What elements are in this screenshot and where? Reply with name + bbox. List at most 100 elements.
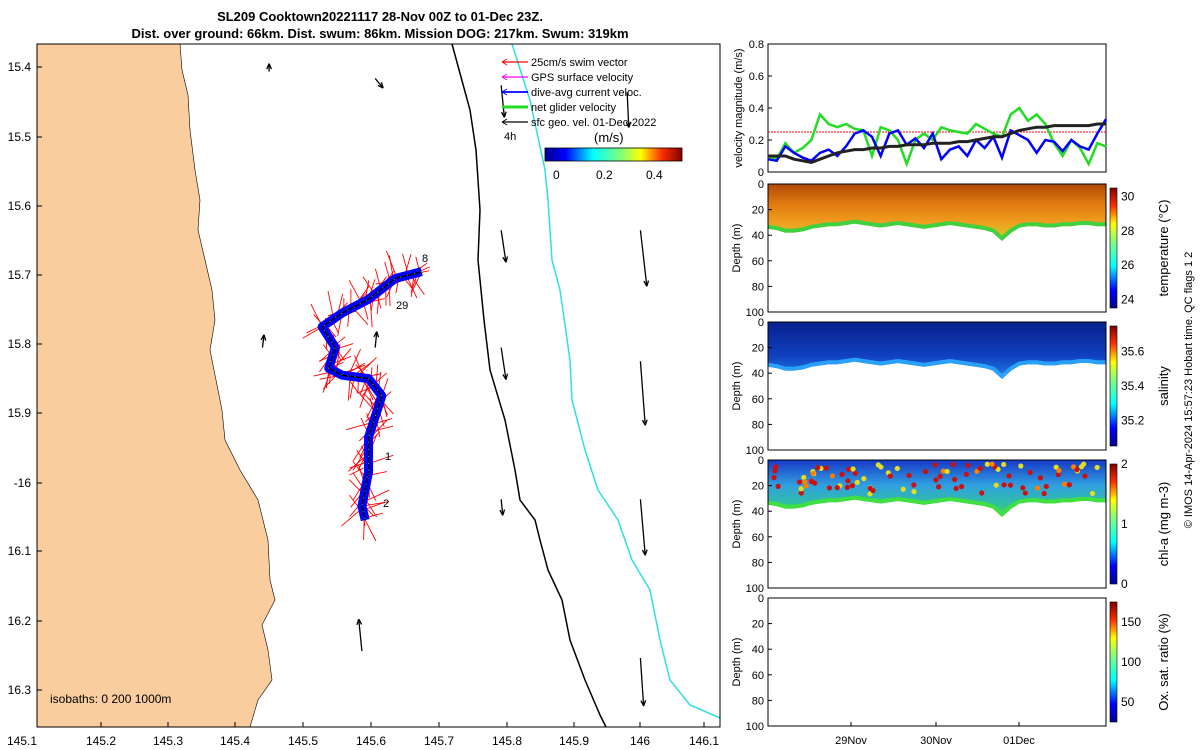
map-panel: 8 29 1 2 145.1 145.2 145.3 145.4 145.5 145.6 1… [7, 43, 721, 748]
depth-section-edge [767, 495, 1106, 517]
map-ytick-label: 15.5 [8, 130, 32, 144]
chl-sample [1082, 473, 1088, 479]
imos-credit: © IMOS 14-Apr-2024 15:57:23 Hobart time.… [1183, 252, 1195, 529]
map-ytick-label: 15.8 [8, 337, 32, 351]
chl-sample [798, 486, 804, 492]
map-xtick-label: 145.7 [424, 734, 454, 748]
map-xtick-label: 145.2 [86, 734, 116, 748]
chl-sample [802, 479, 808, 485]
swim-vector [364, 519, 377, 542]
net-glider-velocity [321, 271, 422, 521]
depth-ytick-label: 100 [746, 583, 764, 595]
chl-sample [959, 483, 965, 490]
swim-vector [385, 250, 398, 279]
legend-dive-label: dive-avg current veloc. [531, 87, 642, 99]
depth-panel-frame [767, 597, 1107, 727]
map-xtick-label: 145.8 [492, 734, 522, 748]
colorbar-tick-label: 24 [1121, 292, 1135, 306]
velocity-ytick-label: 0.4 [749, 103, 764, 115]
day-label-1: 1 [385, 451, 391, 463]
map-ytick-label: 15.6 [8, 199, 32, 213]
depth-panel: 0 20 40 60 80 100 Depth (m) 2 1 0 chl-a (mg m-3) [731, 455, 1171, 595]
legend-gps-arrowhead [501, 73, 508, 81]
chl-sample [911, 489, 917, 495]
geo-vector-head [377, 82, 384, 89]
depth-ytick-label: 80 [752, 557, 764, 569]
chl-sample [887, 473, 893, 479]
time-tick-30nov: 30Nov [920, 735, 952, 747]
chl-sample [801, 474, 807, 481]
colorbar-tick-label: 26 [1121, 258, 1135, 272]
geo-vector [626, 92, 630, 128]
colorbar-label: temperature (°C) [1156, 200, 1171, 297]
land-mass [36, 43, 276, 728]
chl-sample [984, 461, 990, 467]
chl-sample [796, 479, 803, 485]
depth-ytick-label: 80 [752, 695, 764, 707]
geo-vector-head [499, 509, 506, 516]
colorbar-tick-0-4: 0.4 [646, 168, 663, 182]
depth-ytick-label: 40 [752, 230, 764, 242]
chl-sample [775, 483, 781, 489]
depth-panel: 0 20 40 60 80 100 Depth (m) 30 28 26 24 temperature… [731, 179, 1171, 319]
depth-ytick-label: 20 [752, 205, 764, 217]
velocity-ylabel: velocity magnitude (m/s) [733, 48, 745, 167]
chl-sample [963, 471, 970, 477]
map-axes-frame [36, 43, 721, 728]
chl-sample [1006, 473, 1012, 479]
swim-vector [332, 348, 352, 371]
colorbar-tick-label: 1 [1121, 517, 1128, 531]
geo-vector-head [641, 549, 648, 556]
chl-sample [952, 476, 958, 483]
chl-sample [900, 486, 906, 492]
depth-panel-frame [767, 459, 1107, 589]
chl-sample [808, 478, 815, 484]
isobaths-label: isobaths: 0 200 1000m [50, 692, 171, 706]
chl-sample [1066, 482, 1072, 488]
colorbar-tick-label: 50 [1121, 695, 1135, 709]
chl-sample [771, 474, 777, 481]
chl-sample [1007, 482, 1014, 488]
map-xtick-label: 145.9 [559, 734, 589, 748]
depth-ytick-label: 100 [746, 307, 764, 319]
map-ytick-label: 15.7 [8, 268, 32, 282]
chl-sample [922, 468, 929, 475]
depth-panel-bg [768, 598, 1106, 726]
colorbar-tick-label: 100 [1121, 655, 1141, 669]
chl-sample [852, 470, 858, 476]
map-ytick-label: 15.9 [8, 406, 32, 420]
depth-panel-frame [767, 183, 1107, 313]
map-ytick-label: 16.1 [8, 544, 32, 558]
legend-dive-arrowhead [501, 88, 508, 96]
legend-geo-label: sfc geo. vel. 01-Dec-2022 [531, 117, 656, 129]
geo-vector [639, 657, 645, 707]
depth-ylabel: Depth (m) [731, 224, 743, 273]
geo-vector-head [260, 334, 267, 341]
depth-ytick-label: 60 [752, 394, 764, 406]
swim-vector [347, 348, 362, 377]
depth-ylabel: Depth (m) [731, 362, 743, 411]
isobath-1000m [511, 43, 721, 719]
depth-ytick-label: 60 [752, 256, 764, 268]
map-xtick-label: 145.1 [7, 734, 37, 748]
geo-vector-head [500, 111, 507, 118]
legend-swim-arrowhead [501, 58, 508, 66]
velocity-series-line [767, 118, 1108, 163]
depth-section-edge [767, 357, 1106, 379]
colorbar-label: Ox. sat. ratio (%) [1156, 613, 1171, 711]
map-ytick-label: 15.4 [8, 60, 32, 74]
depth-ytick-label: 40 [752, 644, 764, 656]
chl-sample [1027, 469, 1033, 475]
chl-sample [798, 490, 804, 496]
chl-sample [850, 466, 856, 472]
geo-vector [639, 499, 646, 556]
chl-sample [1041, 490, 1047, 497]
chl-sample [1061, 481, 1067, 487]
depth-ylabel: Depth (m) [731, 500, 743, 549]
depth-ytick-label: 100 [746, 721, 764, 733]
chl-sample [849, 483, 855, 489]
geo-vector [500, 347, 507, 380]
depth-ytick-label: 0 [758, 179, 764, 191]
geo-vector-head [356, 618, 363, 626]
